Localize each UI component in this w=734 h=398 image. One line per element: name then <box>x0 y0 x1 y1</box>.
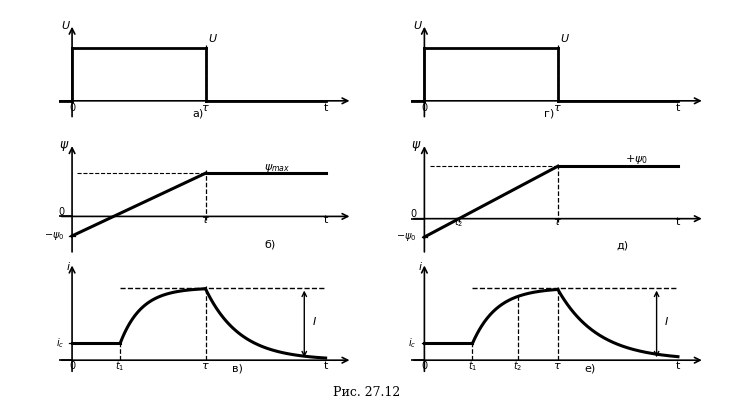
Text: $t_2$: $t_2$ <box>454 215 464 229</box>
Text: U: U <box>561 35 569 45</box>
Text: $\psi_{max}$: $\psi_{max}$ <box>264 162 291 174</box>
Text: $i_c$: $i_c$ <box>408 337 416 350</box>
Text: в): в) <box>232 363 243 373</box>
Text: 0: 0 <box>410 209 416 219</box>
Text: $\tau$: $\tau$ <box>201 361 210 371</box>
Text: t: t <box>676 217 680 227</box>
Text: 0: 0 <box>69 361 75 371</box>
Text: $\tau$: $\tau$ <box>553 361 562 371</box>
Text: $i_c$: $i_c$ <box>56 337 64 350</box>
Text: $\tau$: $\tau$ <box>553 103 562 113</box>
Text: U: U <box>208 35 217 45</box>
Text: б): б) <box>264 240 275 250</box>
Text: 0: 0 <box>58 207 64 217</box>
Text: е): е) <box>584 363 596 373</box>
Text: t: t <box>676 103 680 113</box>
Text: $\psi$: $\psi$ <box>411 139 422 153</box>
Text: 0: 0 <box>421 103 427 113</box>
Text: $+\psi_0$: $+\psi_0$ <box>625 153 647 166</box>
Text: $\psi$: $\psi$ <box>59 139 70 153</box>
Text: t: t <box>324 103 328 113</box>
Text: t: t <box>676 361 680 371</box>
Text: I: I <box>664 318 668 328</box>
Text: $-\psi_0$: $-\psi_0$ <box>396 231 416 243</box>
Text: а): а) <box>192 109 203 119</box>
Text: г): г) <box>545 109 555 119</box>
Text: 0: 0 <box>421 361 427 371</box>
Text: i: i <box>66 262 70 272</box>
Text: Рис. 27.12: Рис. 27.12 <box>333 386 401 398</box>
Text: t: t <box>324 361 328 371</box>
Text: $t_1$: $t_1$ <box>115 359 125 373</box>
Text: $t_2$: $t_2$ <box>513 359 523 373</box>
Text: i: i <box>418 262 422 272</box>
Text: $t_1$: $t_1$ <box>468 359 477 373</box>
Text: $-\psi_0$: $-\psi_0$ <box>43 230 64 242</box>
Text: $\tau$: $\tau$ <box>553 217 562 227</box>
Text: д): д) <box>617 240 629 250</box>
Text: I: I <box>312 318 316 328</box>
Text: 0: 0 <box>69 103 75 113</box>
Text: $\tau$: $\tau$ <box>201 215 210 225</box>
Text: U: U <box>61 21 70 31</box>
Text: U: U <box>413 21 422 31</box>
Text: t: t <box>324 215 328 225</box>
Text: $\tau$: $\tau$ <box>201 103 210 113</box>
